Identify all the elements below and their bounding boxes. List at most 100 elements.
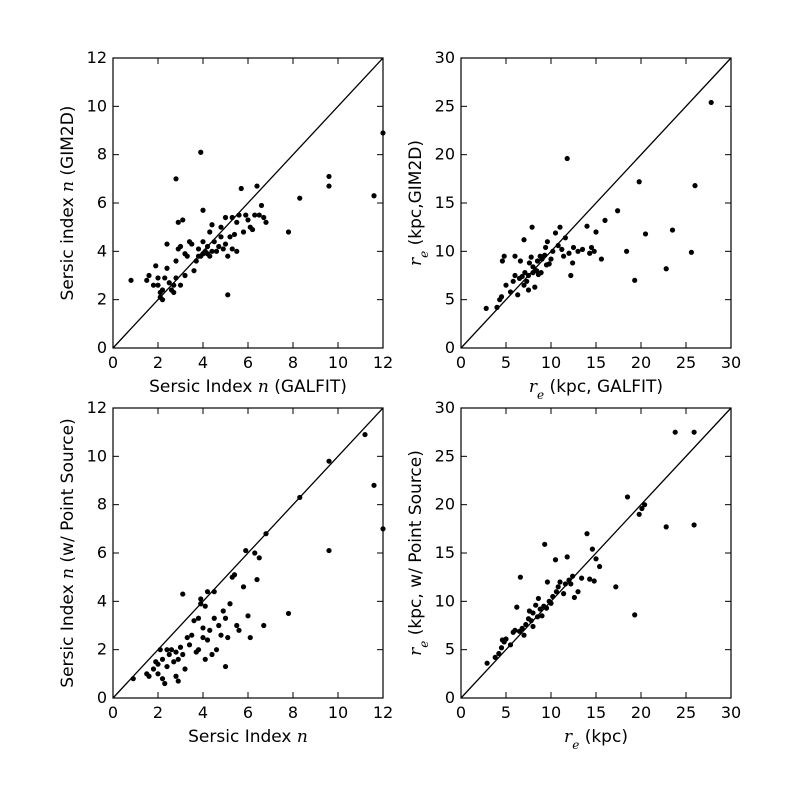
data-point xyxy=(211,239,217,245)
data-point xyxy=(162,680,168,687)
y-axis-label-math: n xyxy=(58,568,78,579)
y-tick-label: 20 xyxy=(435,495,455,514)
data-point xyxy=(144,277,150,283)
x-axis-label-text: Sersic Index xyxy=(188,727,297,747)
x-tick-label: 25 xyxy=(676,703,696,722)
data-point xyxy=(562,581,569,587)
data-point xyxy=(180,651,186,658)
data-point xyxy=(562,235,569,241)
data-point xyxy=(624,494,631,500)
y-tick-label: 15 xyxy=(435,543,455,562)
x-axis-label-math: n xyxy=(297,727,308,747)
data-point xyxy=(555,242,561,249)
data-point xyxy=(130,676,136,682)
data-point xyxy=(564,554,570,560)
data-point xyxy=(539,256,545,262)
data-point xyxy=(539,613,545,619)
data-point xyxy=(150,666,157,672)
data-point xyxy=(503,636,509,642)
data-point xyxy=(204,589,211,595)
data-point xyxy=(587,576,593,582)
data-point xyxy=(198,601,204,607)
y-tick-label: 25 xyxy=(435,96,455,115)
data-point xyxy=(285,610,292,617)
data-point xyxy=(522,270,528,276)
data-point xyxy=(261,622,267,629)
data-point xyxy=(535,595,542,602)
data-point xyxy=(222,214,229,221)
identity-line xyxy=(112,407,384,699)
data-point xyxy=(528,618,534,624)
data-point xyxy=(128,277,134,283)
x-tick-label: 12 xyxy=(373,703,393,722)
data-point xyxy=(234,219,240,225)
data-point xyxy=(243,212,249,218)
x-tick-label: 15 xyxy=(586,353,606,372)
data-point xyxy=(326,183,332,189)
data-point xyxy=(362,431,368,438)
x-tick-label: 20 xyxy=(631,703,651,722)
data-point xyxy=(326,173,332,180)
data-point xyxy=(155,661,161,667)
data-point xyxy=(234,248,240,254)
y-tick-label: 6 xyxy=(97,193,107,212)
data-point xyxy=(261,214,267,221)
data-point xyxy=(220,246,226,252)
data-point xyxy=(561,591,567,597)
data-point xyxy=(177,644,184,650)
data-point xyxy=(254,576,260,583)
data-point xyxy=(566,577,572,583)
x-axis-label-text: Sersic Index xyxy=(149,377,258,397)
data-point xyxy=(533,602,539,608)
data-point xyxy=(200,239,206,245)
data-point xyxy=(692,183,698,189)
y-tick-label: 30 xyxy=(435,398,455,417)
data-point xyxy=(177,282,184,288)
data-point xyxy=(155,671,161,677)
data-point xyxy=(529,224,535,230)
data-point xyxy=(546,261,552,267)
data-point xyxy=(642,231,649,237)
data-point xyxy=(164,241,170,247)
data-point xyxy=(557,224,563,230)
data-point xyxy=(691,522,697,528)
y-axis-label: Sersic Index n (w/ Point Source) xyxy=(58,418,78,687)
y-tick-label: 5 xyxy=(445,290,455,309)
y-axis-label-text: (kpc,GIM2D) xyxy=(406,140,426,251)
data-point xyxy=(591,578,597,584)
data-point xyxy=(166,280,172,286)
data-point xyxy=(548,600,554,606)
data-point xyxy=(528,254,534,260)
data-point xyxy=(171,289,177,296)
data-point xyxy=(209,222,215,228)
data-point xyxy=(548,256,554,262)
data-point xyxy=(209,248,215,254)
data-point xyxy=(173,258,179,264)
data-point xyxy=(252,550,258,556)
data-point xyxy=(534,268,540,274)
data-point xyxy=(240,229,247,235)
data-point xyxy=(326,458,332,464)
data-point xyxy=(164,647,170,653)
y-tick-label: 2 xyxy=(97,640,107,659)
data-point xyxy=(557,579,563,585)
x-tick-label: 8 xyxy=(288,353,298,372)
data-point xyxy=(642,502,648,508)
data-point xyxy=(371,193,377,199)
data-point xyxy=(636,511,642,517)
x-tick-label: 30 xyxy=(721,703,741,722)
data-point xyxy=(534,258,541,264)
y-tick-label: 4 xyxy=(97,591,107,610)
x-axis-label-math: n xyxy=(258,377,269,397)
identity-line xyxy=(460,57,732,349)
y-axis-label: re (kpc, w/ Point Source) xyxy=(406,450,431,656)
y-tick-label: 30 xyxy=(435,48,455,67)
data-point xyxy=(593,229,599,235)
data-point xyxy=(514,604,520,610)
x-tick-label: 6 xyxy=(243,353,253,372)
y-axis-label-text: (GIM2D) xyxy=(58,106,78,181)
data-point xyxy=(243,547,249,554)
